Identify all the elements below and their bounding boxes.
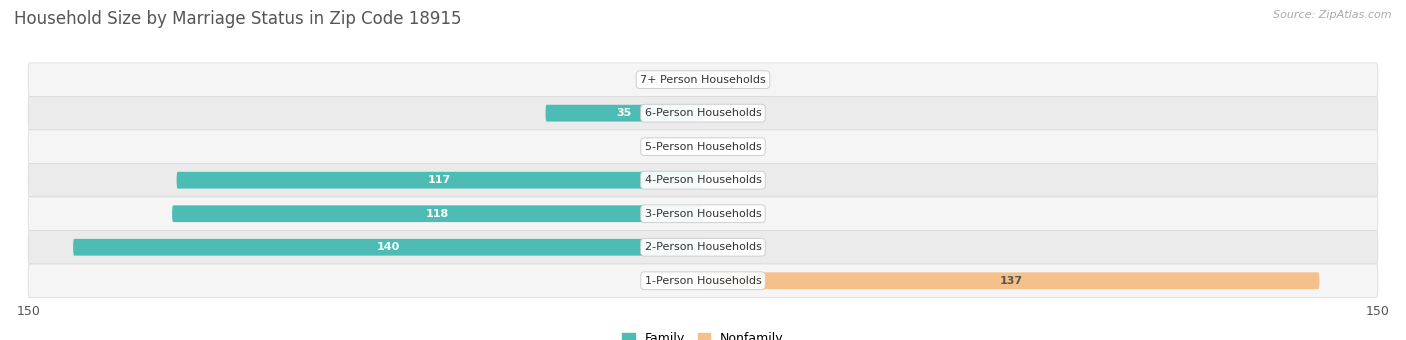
FancyBboxPatch shape [28,231,1378,264]
Text: 0: 0 [748,142,755,152]
Legend: Family, Nonfamily: Family, Nonfamily [623,332,783,340]
FancyBboxPatch shape [172,205,703,222]
Text: 0: 0 [748,242,755,252]
FancyBboxPatch shape [28,164,1378,197]
Text: 4-Person Households: 4-Person Households [644,175,762,185]
Text: 0: 0 [748,209,755,219]
FancyBboxPatch shape [28,97,1378,130]
Text: 117: 117 [429,175,451,185]
FancyBboxPatch shape [546,105,703,121]
Text: Household Size by Marriage Status in Zip Code 18915: Household Size by Marriage Status in Zip… [14,10,461,28]
FancyBboxPatch shape [28,264,1378,298]
Text: 0: 0 [748,175,755,185]
FancyBboxPatch shape [28,197,1378,231]
Text: 2-Person Households: 2-Person Households [644,242,762,252]
Text: 0: 0 [651,75,658,85]
Text: 0: 0 [651,276,658,286]
FancyBboxPatch shape [28,63,1378,97]
Text: 140: 140 [377,242,399,252]
Text: 5-Person Households: 5-Person Households [644,142,762,152]
FancyBboxPatch shape [177,172,703,189]
Text: 0: 0 [748,108,755,118]
Text: 6-Person Households: 6-Person Households [644,108,762,118]
Text: 7+ Person Households: 7+ Person Households [640,75,766,85]
FancyBboxPatch shape [703,272,1319,289]
Text: 137: 137 [1000,276,1022,286]
Text: 0: 0 [748,75,755,85]
Text: 3-Person Households: 3-Person Households [644,209,762,219]
Text: 0: 0 [651,142,658,152]
Text: 118: 118 [426,209,449,219]
Text: 35: 35 [617,108,631,118]
Text: 1-Person Households: 1-Person Households [644,276,762,286]
FancyBboxPatch shape [28,130,1378,164]
FancyBboxPatch shape [73,239,703,256]
Text: Source: ZipAtlas.com: Source: ZipAtlas.com [1274,10,1392,20]
